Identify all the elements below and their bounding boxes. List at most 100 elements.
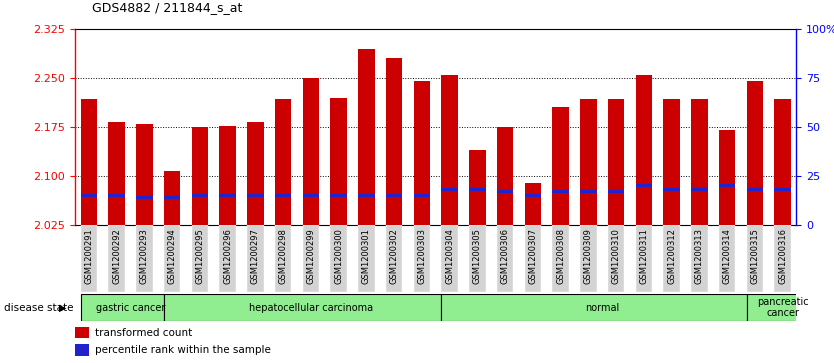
Bar <box>330 194 347 197</box>
Bar <box>81 99 98 225</box>
Text: percentile rank within the sample: percentile rank within the sample <box>95 345 271 355</box>
Bar <box>608 190 625 193</box>
Text: hepatocellular carcinoma: hepatocellular carcinoma <box>249 303 373 313</box>
Text: GSM1200294: GSM1200294 <box>168 228 177 284</box>
Bar <box>192 194 208 197</box>
Bar <box>580 99 596 225</box>
Bar <box>219 225 236 292</box>
Bar <box>163 196 180 199</box>
Bar <box>81 194 98 197</box>
Text: GSM1200293: GSM1200293 <box>140 228 149 284</box>
Text: transformed count: transformed count <box>95 327 193 338</box>
Bar <box>746 225 763 292</box>
Text: GSM1200301: GSM1200301 <box>362 228 371 284</box>
Bar <box>580 190 596 193</box>
Text: GSM1200310: GSM1200310 <box>611 228 620 284</box>
Text: GSM1200303: GSM1200303 <box>417 228 426 285</box>
Bar <box>108 225 125 292</box>
Bar <box>108 122 125 225</box>
Bar <box>774 225 791 292</box>
Bar <box>81 294 163 321</box>
Bar <box>75 344 89 356</box>
Text: gastric cancer: gastric cancer <box>96 303 165 313</box>
Bar <box>636 225 652 292</box>
Bar <box>691 188 708 191</box>
Bar <box>719 225 736 292</box>
Bar <box>497 225 514 292</box>
Bar <box>163 171 180 225</box>
Bar <box>497 190 514 193</box>
Text: normal: normal <box>585 303 620 313</box>
Text: GSM1200305: GSM1200305 <box>473 228 482 284</box>
Text: ▶: ▶ <box>59 303 67 313</box>
Text: GSM1200316: GSM1200316 <box>778 228 787 285</box>
Bar <box>414 225 430 292</box>
Text: GSM1200313: GSM1200313 <box>695 228 704 285</box>
Bar <box>275 194 291 197</box>
Bar <box>469 225 485 292</box>
Text: GSM1200312: GSM1200312 <box>667 228 676 284</box>
Bar <box>358 49 374 225</box>
Bar <box>108 194 125 197</box>
Bar <box>719 184 736 187</box>
Bar <box>719 130 736 225</box>
Bar <box>163 294 441 321</box>
Bar <box>580 225 596 292</box>
Bar <box>746 294 802 321</box>
Bar <box>81 225 98 292</box>
Bar <box>386 58 403 225</box>
Text: GSM1200292: GSM1200292 <box>113 228 121 284</box>
Bar <box>636 75 652 225</box>
Bar <box>525 194 541 197</box>
Bar <box>330 225 347 292</box>
Bar <box>330 98 347 225</box>
Text: GSM1200306: GSM1200306 <box>500 228 510 285</box>
Bar <box>636 184 652 187</box>
Bar <box>136 196 153 199</box>
Bar <box>358 225 374 292</box>
Bar <box>414 194 430 197</box>
Bar <box>691 99 708 225</box>
Bar <box>386 225 403 292</box>
Bar <box>497 127 514 225</box>
Bar <box>75 327 89 338</box>
Bar <box>691 225 708 292</box>
Text: GSM1200315: GSM1200315 <box>751 228 759 284</box>
Bar <box>469 150 485 225</box>
Text: GSM1200307: GSM1200307 <box>529 228 537 285</box>
Text: GSM1200297: GSM1200297 <box>251 228 260 284</box>
Bar <box>219 194 236 197</box>
Bar <box>247 225 264 292</box>
Bar <box>275 225 291 292</box>
Text: GSM1200302: GSM1200302 <box>389 228 399 284</box>
Bar <box>552 107 569 225</box>
Bar <box>608 99 625 225</box>
Bar <box>774 99 791 225</box>
Text: GSM1200309: GSM1200309 <box>584 228 593 284</box>
Bar <box>136 225 153 292</box>
Bar <box>469 188 485 191</box>
Bar <box>163 225 180 292</box>
Bar <box>663 99 680 225</box>
Bar <box>663 188 680 191</box>
Text: GSM1200298: GSM1200298 <box>279 228 288 284</box>
Bar <box>386 194 403 197</box>
Text: GSM1200311: GSM1200311 <box>640 228 648 284</box>
Bar <box>358 194 374 197</box>
Bar <box>136 124 153 225</box>
Bar <box>247 122 264 225</box>
Bar <box>192 127 208 225</box>
Bar <box>303 194 319 197</box>
Bar <box>303 225 319 292</box>
Text: GSM1200314: GSM1200314 <box>722 228 731 284</box>
Bar <box>525 183 541 225</box>
Bar <box>441 225 458 292</box>
Bar <box>414 81 430 225</box>
Bar <box>303 78 319 225</box>
Text: GSM1200299: GSM1200299 <box>306 228 315 284</box>
Bar <box>441 294 746 321</box>
Bar <box>608 225 625 292</box>
Bar <box>441 75 458 225</box>
Bar <box>774 188 791 191</box>
Text: GSM1200296: GSM1200296 <box>224 228 232 284</box>
